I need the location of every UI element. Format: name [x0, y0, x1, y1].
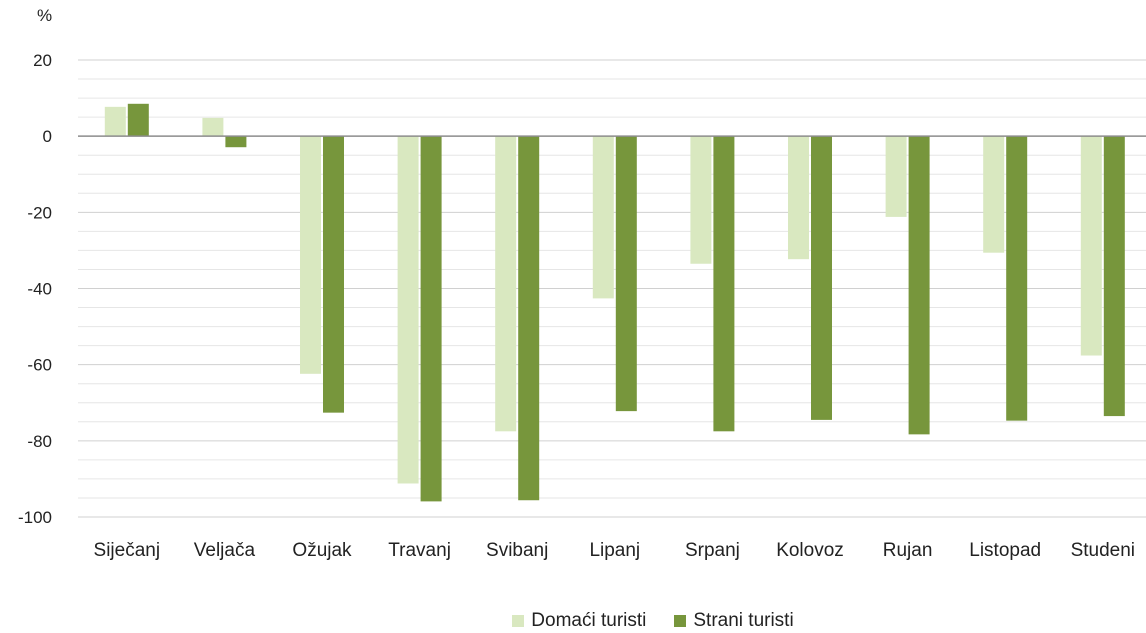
bar-domestic-9: [983, 136, 1005, 253]
legend-label-domestic: Domaći turisti: [531, 610, 647, 631]
bar-domestic-2: [300, 136, 321, 374]
x-tick-label: Lipanj: [589, 540, 640, 561]
bar-domestic-6: [690, 136, 712, 264]
x-tick-label: Rujan: [883, 540, 933, 561]
legend-item-domestic: Domaći turisti: [512, 610, 646, 632]
x-tick-label: Srpanj: [685, 540, 740, 561]
bar-domestic-5: [592, 136, 614, 299]
bar-foreign-7: [811, 136, 832, 420]
bars: [104, 103, 1125, 502]
x-tick-label: Veljača: [194, 540, 256, 561]
bar-domestic-7: [788, 136, 809, 260]
x-tick-label: Kolovoz: [776, 540, 844, 561]
legend-swatch-domestic: [512, 615, 525, 627]
bar-foreign-2: [323, 136, 344, 413]
bar-domestic-0: [104, 106, 126, 137]
x-tick-label: Ožujak: [292, 540, 352, 561]
legend-label-foreign: Strani turisti: [693, 610, 794, 631]
x-tick-label: Travanj: [388, 540, 451, 561]
bar-foreign-4: [518, 136, 540, 501]
bar-domestic-3: [397, 136, 419, 484]
bar-foreign-3: [420, 136, 442, 502]
legend-swatch-foreign: [674, 615, 687, 627]
x-axis-ticks: Siječanj Veljača Ožujak Travanj Svibanj Lipan…: [94, 540, 1136, 561]
bar-foreign-10: [1103, 136, 1125, 417]
legend-item-foreign: Strani turisti: [674, 610, 794, 632]
bar-foreign-5: [615, 136, 637, 412]
x-tick-label: Siječanj: [94, 540, 161, 561]
y-tick-label: -20: [27, 203, 52, 222]
x-tick-label: Listopad: [969, 540, 1041, 561]
bar-domestic-8: [885, 136, 907, 217]
y-tick-label: -80: [27, 432, 52, 451]
y-tick-label: 20: [33, 51, 52, 70]
bar-foreign-1: [225, 136, 247, 148]
bar-domestic-1: [202, 117, 224, 137]
bar-foreign-8: [908, 136, 930, 435]
bar-domestic-4: [495, 136, 517, 432]
y-tick-label: 0: [43, 127, 52, 146]
bar-foreign-9: [1006, 136, 1028, 421]
y-tick-label: -100: [18, 508, 52, 527]
y-axis-unit-label: %: [37, 6, 53, 25]
y-tick-label: -40: [27, 280, 52, 299]
bar-domestic-10: [1080, 136, 1102, 356]
x-tick-label: Studeni: [1071, 540, 1135, 561]
x-tick-label: Svibanj: [486, 540, 548, 561]
bar-foreign-0: [127, 103, 149, 137]
y-axis-ticks: 20 0 -20 -40 -60 -80 -100: [18, 51, 52, 527]
legend: Domaći turisti Strani turisti: [0, 610, 1146, 632]
y-tick-label: -60: [27, 356, 52, 375]
bar-foreign-6: [713, 136, 735, 432]
